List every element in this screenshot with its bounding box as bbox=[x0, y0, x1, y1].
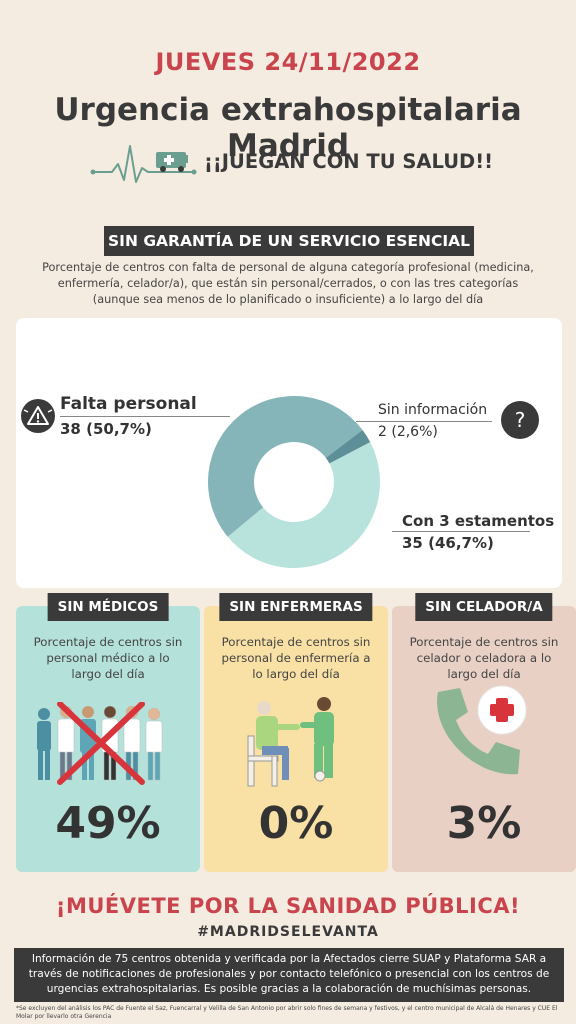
value-sin-informacion: 2 (2,6%) bbox=[378, 424, 438, 440]
value-con-3-estamentos: 35 (46,7%) bbox=[402, 534, 494, 552]
doctors-crossed-icon bbox=[37, 702, 163, 785]
card-tag: SIN MÉDICOS bbox=[47, 593, 169, 621]
call-to-action: ¡MUÉVETE POR LA SANIDAD PÚBLICA! bbox=[55, 894, 521, 918]
card-tag: SIN CELADOR/A bbox=[415, 593, 553, 621]
donut-slice-falta-personal bbox=[207, 395, 363, 537]
footnote: *Se excluyen del análisis los PAC de Fue… bbox=[16, 1005, 558, 1020]
label-sin-informacion: Sin información bbox=[378, 402, 488, 418]
footer-info: Información de 75 centros obtenida y ver… bbox=[14, 948, 564, 1002]
warning-icon bbox=[21, 399, 55, 433]
card-percentage: 0% bbox=[258, 798, 334, 849]
svg-text:?: ? bbox=[515, 408, 526, 432]
card-description: Porcentaje de centros sin personal de en… bbox=[221, 635, 371, 681]
nurse-patient-icon bbox=[247, 697, 334, 787]
donut-slice-sin-informaci-n bbox=[325, 430, 371, 464]
slogan: ¡¡JUEGAN CON TU SALUD!! bbox=[204, 150, 493, 173]
hashtag: #MADRIDSELEVANTA bbox=[197, 924, 379, 940]
card-percentage: 3% bbox=[446, 798, 522, 849]
section-tag: SIN GARANTÍA DE UN SERVICIO ESENCIAL bbox=[104, 226, 474, 256]
leader-line bbox=[356, 421, 492, 422]
leader-line bbox=[392, 531, 530, 532]
card-tag: SIN ENFERMERAS bbox=[219, 593, 373, 621]
donut-slice-con-3-estamentos bbox=[227, 442, 380, 568]
section-intro: Porcentaje de centros con falta de perso… bbox=[42, 261, 534, 306]
card-sin-celador: SIN CELADOR/A Porcentaje de centros sin … bbox=[392, 593, 576, 872]
card-percentage: 49% bbox=[55, 798, 161, 849]
label-falta-personal: Falta personal bbox=[60, 394, 197, 414]
date-heading: JUEVES 24/11/2022 bbox=[155, 48, 421, 76]
heartbeat-ambulance-icon bbox=[90, 145, 197, 183]
leader-line bbox=[60, 416, 230, 417]
value-falta-personal: 38 (50,7%) bbox=[60, 420, 152, 438]
card-description: Porcentaje de centros sin personal médic… bbox=[33, 635, 183, 681]
page-title: Urgencia extrahospitalaria Madrid bbox=[54, 92, 522, 164]
card-sin-enfermeras: SIN ENFERMERAS Porcentaje de centros sin… bbox=[204, 593, 388, 872]
card-sin-medicos: SIN MÉDICOS Porcentaje de centros sin pe… bbox=[16, 593, 200, 872]
phone-medical-icon bbox=[437, 685, 527, 775]
donut-chart bbox=[207, 395, 380, 568]
question-icon: ? bbox=[501, 401, 539, 439]
label-con-3-estamentos: Con 3 estamentos bbox=[402, 512, 555, 530]
card-description: Porcentaje de centros sin celador o cela… bbox=[409, 635, 559, 681]
